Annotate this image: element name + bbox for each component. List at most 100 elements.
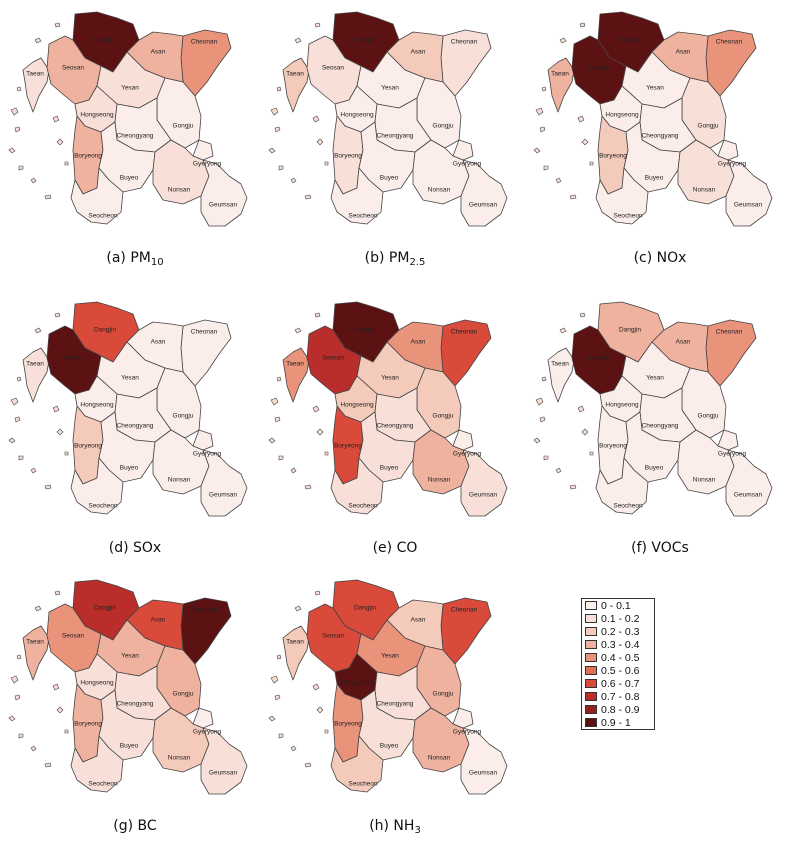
region-label-gongju: Gongju [172,122,194,130]
island-8 [589,451,594,456]
legend-swatch [585,614,597,623]
region-label-hongseong: Hongseong [340,679,374,687]
island-0 [10,397,19,406]
region-label-cheonan: Cheonan [715,38,743,46]
island-3 [543,455,549,461]
region-label-cheonan: Cheonan [715,328,743,336]
region-label-boryeong: Boryeong [599,152,627,160]
region-buyeo [358,689,416,761]
region-label-asan: Asan [150,338,166,346]
coastal-islands [268,22,329,200]
legend-label: 0.7 - 0.8 [601,690,640,703]
legend-label: 0.2 - 0.3 [601,625,640,638]
region-label-gyeryong: Gyeryong [192,160,222,168]
region-buyeo [623,411,681,483]
caption-text: (d) SOx [108,540,162,556]
region-label-seosan: Seosan [61,632,85,640]
region-label-taean: Taean [286,638,304,646]
island-2 [533,147,541,154]
region-label-nonsan: Nonsan [427,754,451,762]
island-7 [577,115,585,123]
region-label-boryeong: Boryeong [599,442,627,450]
region-label-buyeo: Buyeo [379,742,399,750]
island-11 [16,376,22,382]
region-label-cheonan: Cheonan [190,606,218,614]
region-label-yesan: Yesan [121,652,139,660]
region-label-cheongyang: Cheongyang [116,132,154,140]
region-seocheon [70,457,124,515]
region-geumsan [460,727,508,795]
island-2 [8,147,16,154]
caption-text: (g) BC [113,818,157,834]
region-label-geumsan: Geumsan [468,201,498,209]
coastal-islands [533,22,594,200]
island-9 [294,327,302,334]
region-buyeo [623,121,681,193]
island-3 [278,455,284,461]
region-geumsan [460,449,508,517]
island-7 [312,405,320,413]
region-label-yesan: Yesan [381,652,399,660]
island-4 [290,177,297,184]
region-label-hongseong: Hongseong [605,401,639,409]
island-11 [16,86,22,92]
island-9 [294,605,302,612]
island-6 [316,138,324,146]
coastal-islands [8,22,69,200]
panel-caption: (g) BC [5,818,265,834]
caption-text: (h) NH [369,818,415,834]
region-label-nonsan: Nonsan [427,186,451,194]
region-label-nonsan: Nonsan [167,754,191,762]
island-0 [10,107,19,116]
legend-swatch [585,692,597,701]
island-1 [14,126,21,133]
region-seocheon [330,735,384,793]
region-taean [282,347,310,403]
island-5 [569,194,577,200]
region-geumsan [725,449,773,517]
region-label-yesan: Yesan [646,374,664,382]
region-label-taean: Taean [551,70,569,78]
region-label-nonsan: Nonsan [167,476,191,484]
island-10 [54,590,61,596]
island-1 [14,416,21,423]
coastal-islands [8,312,69,490]
region-label-boryeong: Boryeong [334,152,362,160]
region-label-cheongyang: Cheongyang [641,132,679,140]
region-label-seosan: Seosan [321,354,345,362]
island-4 [290,745,297,752]
region-label-gongju: Gongju [432,412,454,420]
region-label-gongju: Gongju [172,690,194,698]
region-label-hongseong: Hongseong [80,111,114,119]
region-label-nonsan: Nonsan [692,186,716,194]
island-4 [555,177,562,184]
region-gyeryong [192,139,214,161]
island-4 [30,467,37,474]
region-label-taean: Taean [26,360,44,368]
region-label-cheongyang: Cheongyang [376,422,414,430]
region-seocheon [595,457,649,515]
region-label-seocheon: Seocheon [88,212,118,220]
island-8 [324,729,329,734]
region-label-nonsan: Nonsan [427,476,451,484]
panel-caption: (c) NOx [530,250,790,266]
island-2 [8,715,16,722]
region-label-gongju: Gongju [697,412,719,420]
island-5 [44,762,52,768]
island-8 [324,161,329,166]
coastal-islands [268,590,329,768]
region-label-asan: Asan [675,48,691,56]
island-2 [8,437,16,444]
region-label-seosan: Seosan [61,354,85,362]
region-label-yesan: Yesan [381,374,399,382]
region-label-taean: Taean [26,638,44,646]
region-gyeryong [717,139,739,161]
island-6 [316,706,324,714]
region-label-geumsan: Geumsan [208,769,238,777]
region-label-boryeong: Boryeong [334,720,362,728]
legend-item: 0.7 - 0.8 [582,690,654,703]
region-label-yesan: Yesan [381,84,399,92]
region-label-seosan: Seosan [61,64,85,72]
region-label-yesan: Yesan [121,84,139,92]
region-label-dangjin: Dangjin [353,604,377,612]
